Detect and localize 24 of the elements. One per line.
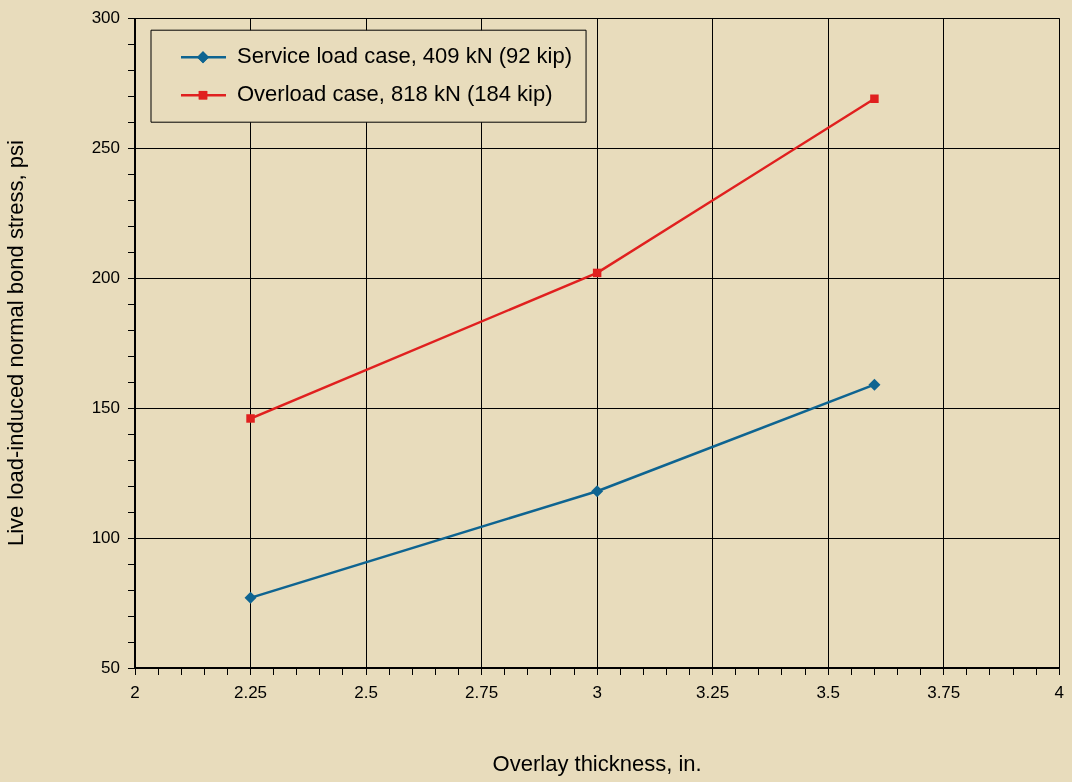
point	[246, 414, 255, 423]
x-tick-label: 3.5	[816, 682, 841, 702]
x-tick-label: 3.25	[696, 682, 730, 702]
x-tick-label: 2.25	[233, 682, 268, 702]
y-tick-label: 150	[91, 397, 120, 417]
legend-label: Overload case, 818 kN (184 kip)	[237, 81, 553, 107]
x-tick-label: 2	[130, 682, 140, 702]
y-axis-title: Live load-induced normal bond stress, psi	[3, 140, 29, 547]
point	[244, 591, 257, 604]
legend-label: Service load case, 409 kN (92 kip)	[237, 43, 573, 69]
x-tick-label: 3.75	[927, 682, 961, 702]
point	[868, 378, 881, 391]
x-tick-label: 3	[592, 682, 602, 702]
point	[870, 94, 879, 104]
y-tick-label: 50	[101, 657, 120, 677]
y-tick-label: 300	[91, 7, 120, 27]
x-axis-title: Overlay thickness, in.	[492, 750, 702, 776]
y-tick-label: 250	[91, 137, 120, 157]
point	[591, 485, 604, 498]
y-tick-label: 100	[91, 527, 120, 547]
x-tick-label: 2.5	[354, 682, 378, 702]
x-tick-label: 4	[1054, 682, 1065, 702]
y-tick-label: 200	[91, 267, 120, 287]
x-tick-label: 2.75	[465, 682, 499, 702]
